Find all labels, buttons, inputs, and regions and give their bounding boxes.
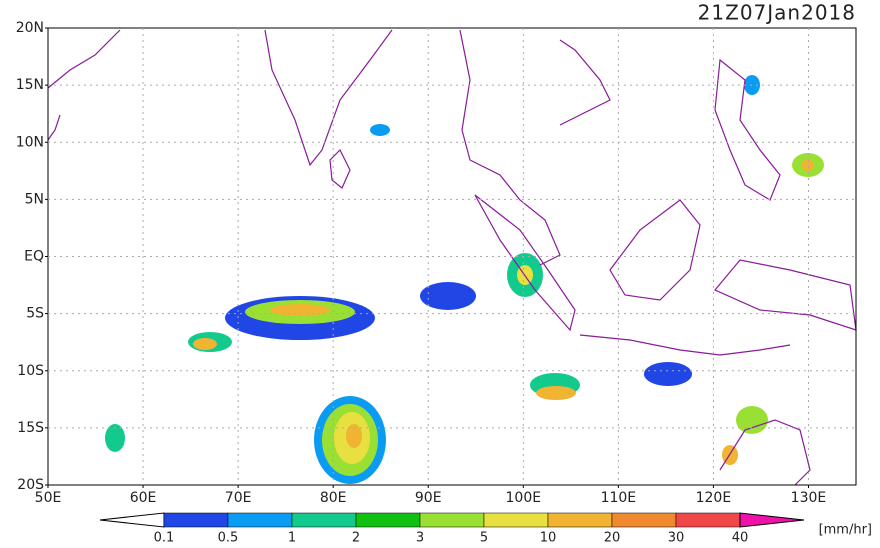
rain-area [736, 406, 768, 434]
coastline [459, 29, 561, 266]
lat-tick-label: EQ [24, 249, 44, 265]
colorbar-label: 5 [480, 531, 488, 545]
colorbar-label: 10 [540, 531, 557, 545]
colorbar-label: 0.1 [154, 531, 175, 545]
colorbar-label: 20 [604, 531, 621, 545]
colorbar-extend-low [99, 512, 165, 528]
lon-tick-label: 80E [320, 490, 347, 506]
coastline [714, 58, 781, 201]
lat-tick-label: 10N [16, 134, 44, 150]
colorbar-segment [163, 512, 229, 528]
coastline [474, 194, 576, 332]
colorbar-segment [419, 512, 485, 528]
lat-tick-label: 20N [16, 20, 44, 36]
colorbar-segment [227, 512, 293, 528]
rain-area [270, 304, 330, 316]
rain-area [370, 124, 390, 136]
lat-tick-label: 15S [17, 420, 44, 436]
lon-tick-label: 110E [601, 490, 637, 506]
coastline [719, 419, 811, 486]
rain-areas [105, 75, 824, 484]
coastline [579, 334, 791, 356]
rain-area [346, 424, 362, 448]
colorbar-label: 0.5 [218, 531, 239, 545]
lat-tick-label: 10S [17, 363, 44, 379]
coastline [47, 114, 61, 141]
coastline [559, 39, 611, 126]
colorbar-segment [355, 512, 421, 528]
colorbar-unit: [mm/hr] [819, 523, 872, 538]
rain-area [644, 362, 692, 386]
rain-area [536, 386, 576, 400]
rain-area [193, 338, 217, 350]
lon-tick-label: 100E [506, 490, 542, 506]
colorbar-segment [483, 512, 549, 528]
lon-tick-label: 120E [696, 490, 732, 506]
lat-tick-label: 5N [25, 191, 44, 207]
colorbar-segment [291, 512, 357, 528]
colorbar-label: 3 [416, 531, 424, 545]
colorbar-label: 1 [288, 531, 296, 545]
lat-tick-label: 20S [17, 477, 44, 493]
lat-tick-label: 5S [26, 306, 44, 322]
colorbar-segment [611, 512, 677, 528]
coastline [329, 148, 351, 189]
coastline [609, 199, 701, 301]
coastline [264, 29, 393, 167]
rain-area [420, 282, 476, 310]
colorbar-extend-high [739, 512, 805, 528]
lat-tick-label: 15N [16, 77, 44, 93]
colorbar-label: 30 [668, 531, 685, 545]
map-title: 21Z07Jan2018 [698, 1, 856, 25]
rain-area [105, 424, 125, 452]
coastline [714, 259, 857, 331]
lon-tick-label: 60E [130, 490, 157, 506]
colorbar-segment [547, 512, 613, 528]
colorbar-label: 40 [732, 531, 749, 545]
coastlines [47, 29, 857, 486]
lon-tick-label: 70E [225, 490, 252, 506]
lon-tick-label: 130E [791, 490, 827, 506]
lon-tick-label: 90E [415, 490, 442, 506]
colorbar-label: 2 [352, 531, 360, 545]
lon-tick-label: 50E [35, 490, 62, 506]
coastline [47, 29, 121, 89]
rain-area [802, 159, 814, 171]
colorbar-segment [675, 512, 741, 528]
